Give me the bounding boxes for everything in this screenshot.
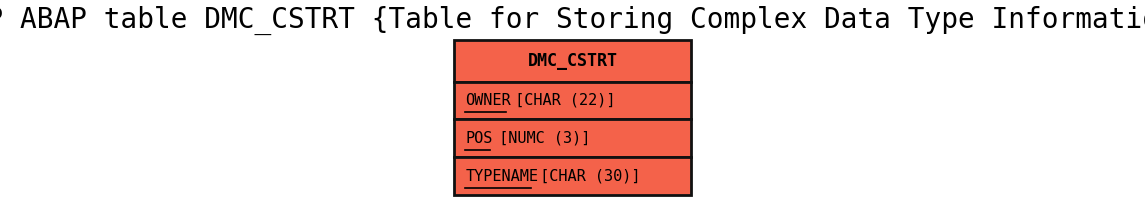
- Text: OWNER: OWNER: [466, 93, 511, 108]
- Text: SAP ABAP table DMC_CSTRT {Table for Storing Complex Data Type Information}: SAP ABAP table DMC_CSTRT {Table for Stor…: [0, 6, 1145, 35]
- FancyBboxPatch shape: [453, 119, 692, 157]
- FancyBboxPatch shape: [453, 40, 692, 82]
- Text: TYPENAME: TYPENAME: [466, 169, 538, 184]
- Text: [NUMC (3)]: [NUMC (3)]: [490, 131, 591, 146]
- FancyBboxPatch shape: [453, 157, 692, 195]
- Text: DMC_CSTRT: DMC_CSTRT: [528, 52, 617, 70]
- Text: [CHAR (22)]: [CHAR (22)]: [506, 93, 616, 108]
- FancyBboxPatch shape: [453, 82, 692, 119]
- Text: [CHAR (30)]: [CHAR (30)]: [530, 169, 640, 184]
- Text: POS: POS: [466, 131, 492, 146]
